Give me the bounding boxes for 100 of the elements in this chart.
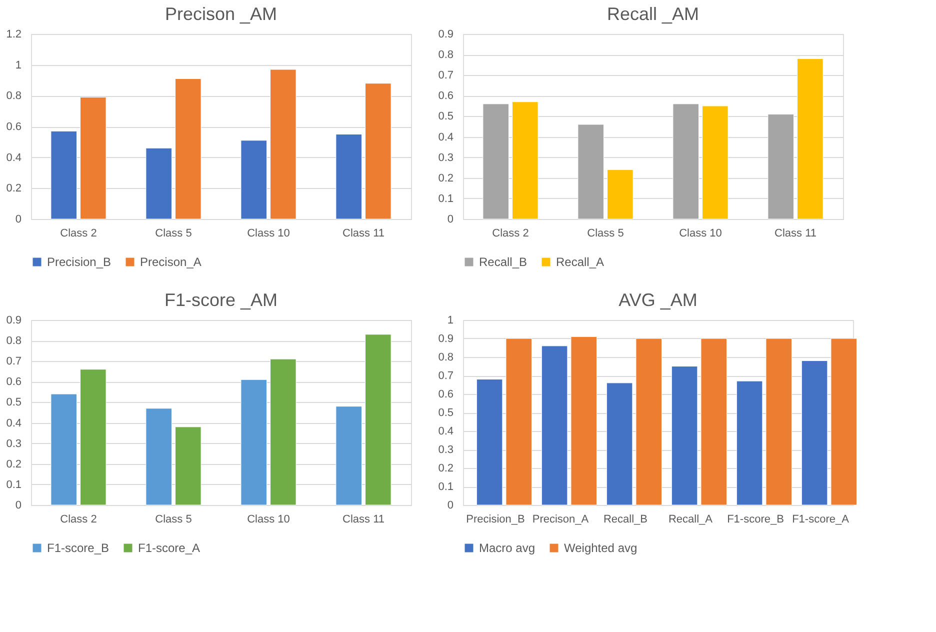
chart-title: F1-score _AM (164, 290, 278, 310)
bar (175, 426, 202, 506)
legend-label: Recall_B (479, 255, 528, 269)
bar (146, 408, 172, 506)
bar (270, 358, 296, 506)
bar (671, 366, 698, 506)
bar (768, 114, 794, 220)
chart-title: AVG _AM (618, 290, 698, 310)
legend-label: Macro avg (479, 541, 536, 555)
y-tick-label: 0.4 (438, 426, 454, 438)
y-tick-label: 0.2 (6, 458, 22, 470)
y-tick-label: 0.7 (438, 370, 454, 382)
x-tick-label: F1-score_A (792, 514, 850, 526)
x-tick-label: Precision_B (466, 514, 525, 526)
bar (700, 338, 727, 506)
y-tick-label: 1 (447, 314, 454, 326)
legend-label: F1-score_A (138, 541, 200, 555)
bar (482, 104, 509, 220)
x-tick-label: Class 11 (774, 228, 816, 240)
legend-label: Precison_A (140, 255, 202, 269)
bar (578, 124, 604, 220)
x-tick-label: Class 10 (247, 514, 290, 526)
bar (80, 369, 106, 506)
x-tick-label: Recall_A (668, 514, 714, 526)
bar (240, 140, 267, 220)
y-tick-label: 0.9 (6, 314, 22, 326)
y-tick-label: 0.3 (6, 438, 22, 450)
y-tick-label: 0.1 (438, 192, 454, 205)
y-tick-label: 0 (15, 214, 22, 226)
y-tick-label: 0.6 (6, 376, 22, 388)
y-tick-label: 0.5 (438, 407, 454, 419)
y-tick-label: 0.4 (6, 417, 22, 430)
legend-label: Precision_B (47, 255, 112, 269)
bar (365, 334, 392, 506)
bar (607, 169, 634, 220)
x-tick-label: Class 2 (60, 228, 97, 240)
bar (240, 379, 267, 506)
y-tick-label: 0.6 (6, 121, 22, 133)
y-tick-label: 0.5 (438, 110, 454, 123)
y-tick-label: 1 (15, 59, 22, 72)
bar (702, 106, 728, 220)
y-tick-label: 0.9 (438, 333, 454, 345)
bar (541, 346, 568, 506)
bar (801, 360, 828, 506)
bar (80, 96, 106, 220)
y-tick-label: 0.8 (6, 335, 22, 348)
bar (506, 338, 532, 506)
bar (512, 102, 538, 220)
bar (50, 130, 77, 220)
y-tick-label: 0.8 (438, 352, 454, 364)
bar (175, 78, 202, 220)
bar (736, 380, 763, 506)
y-tick-label: 0.6 (438, 90, 454, 102)
x-tick-label: Class 2 (60, 514, 97, 526)
x-tick-label: Class 5 (587, 228, 624, 240)
y-tick-label: 0.7 (438, 70, 454, 82)
bar (606, 382, 633, 506)
y-tick-label: 0.4 (6, 152, 22, 164)
bar (270, 69, 296, 220)
x-tick-label: Class 5 (155, 514, 192, 526)
y-tick-label: 0.1 (438, 481, 454, 493)
y-tick-label: 0.4 (438, 131, 454, 144)
bar (336, 134, 362, 220)
y-tick-label: 0.3 (438, 444, 454, 456)
y-tick-label: 0.9 (438, 28, 454, 40)
legend-label: Recall_A (556, 255, 604, 269)
x-tick-label: Class 11 (342, 228, 384, 240)
y-tick-label: 0.7 (6, 356, 22, 368)
x-tick-label: F1-score_B (727, 514, 784, 526)
x-tick-label: Class 10 (679, 228, 722, 240)
bar (336, 406, 362, 506)
y-tick-label: 0.5 (6, 396, 22, 409)
chart-title: Precison _AM (164, 4, 278, 24)
y-tick-label: 0 (447, 500, 454, 512)
y-tick-label: 0 (15, 500, 22, 512)
chart-title: Recall _AM (606, 4, 700, 24)
bar (830, 338, 857, 506)
y-tick-label: 0.2 (438, 172, 454, 184)
bar (636, 338, 662, 506)
y-tick-label: 0 (447, 214, 454, 226)
x-tick-label: Class 5 (155, 228, 192, 240)
bar (766, 338, 792, 506)
y-tick-label: 0.2 (438, 462, 454, 474)
bar (570, 336, 597, 506)
x-tick-label: Class 2 (492, 228, 529, 240)
bar (476, 378, 503, 506)
x-tick-label: Class 10 (247, 228, 290, 240)
legend-label: Weighted avg (564, 541, 638, 555)
bar (146, 148, 172, 220)
y-tick-label: 0.1 (6, 478, 22, 491)
y-tick-label: 0.2 (6, 182, 22, 195)
y-tick-label: 0.6 (438, 388, 454, 400)
bar (797, 58, 824, 220)
bar (365, 83, 392, 220)
bar (50, 394, 77, 506)
legend-label: F1-score_B (47, 541, 110, 555)
y-tick-label: 0.8 (438, 49, 454, 62)
x-tick-label: Precison_A (532, 514, 590, 526)
y-tick-label: 1.2 (6, 28, 22, 40)
y-tick-label: 0.3 (438, 152, 454, 164)
